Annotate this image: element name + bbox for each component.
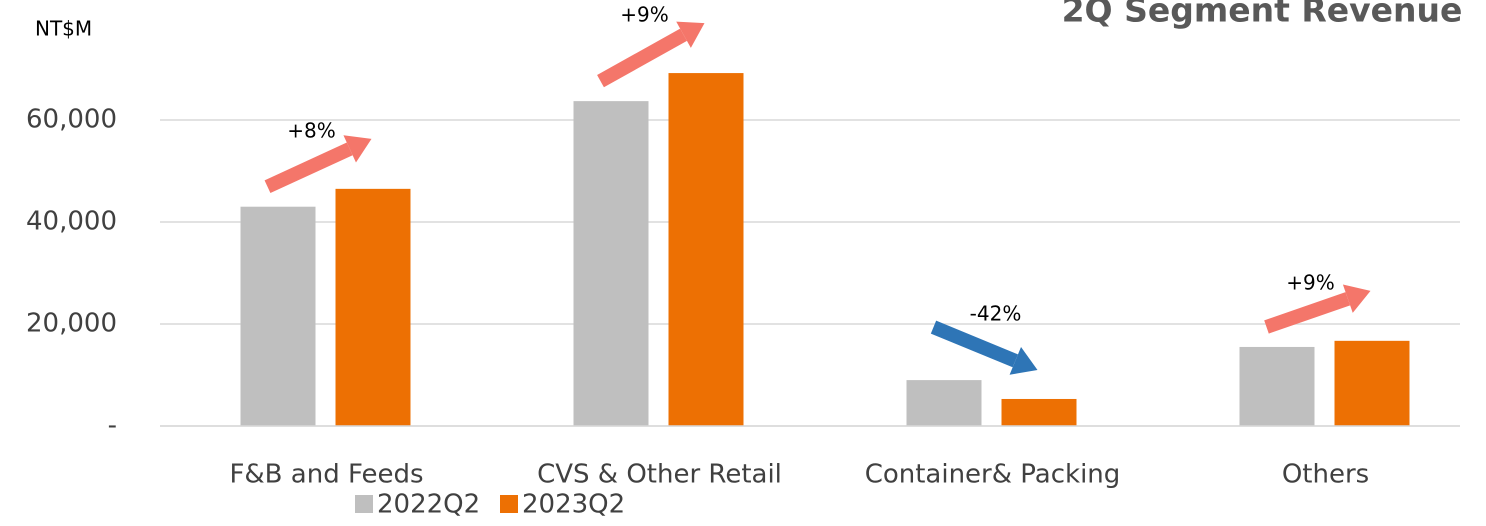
trend-arrow-head [343,135,372,163]
annotation: +9% [620,3,669,27]
trend-arrow-head [1342,284,1371,313]
annotation: +8% [287,118,336,142]
annotation: -42% [970,302,1022,326]
x-tick-label: Container& Packing [865,460,1121,490]
bar [573,101,649,426]
x-tick-label: CVS & Other Retail [537,460,782,490]
bar [906,380,982,426]
legend-swatch [500,495,518,513]
trend-arrow-head [1009,346,1038,375]
bar [1334,340,1410,426]
trend-arrow-shaft [930,320,1018,368]
y-tick-label: - [108,411,117,441]
x-tick-label: Others [1282,460,1369,490]
trend-arrow-shaft [597,28,687,88]
bar [1239,346,1315,426]
bar [668,73,744,426]
y-tick-label: 20,000 [26,309,117,339]
y-tick-label: 40,000 [26,207,117,237]
y-tick-label: 60,000 [26,105,117,135]
trend-arrow-shaft [264,142,353,194]
bar [335,188,411,426]
bar [1001,398,1077,426]
annotation: +9% [1286,270,1335,294]
bar [240,206,316,426]
chart-title: 2Q Segment Revenue [1062,0,1463,30]
legend-label: 2022Q2 [377,490,480,520]
legend-swatch [355,495,373,513]
trend-arrow-shaft [1264,292,1351,334]
x-tick-label: F&B and Feeds [229,460,423,490]
legend-label: 2023Q2 [522,490,625,520]
trend-arrow-head [676,21,705,48]
y-axis-label: NT$M [35,17,92,41]
